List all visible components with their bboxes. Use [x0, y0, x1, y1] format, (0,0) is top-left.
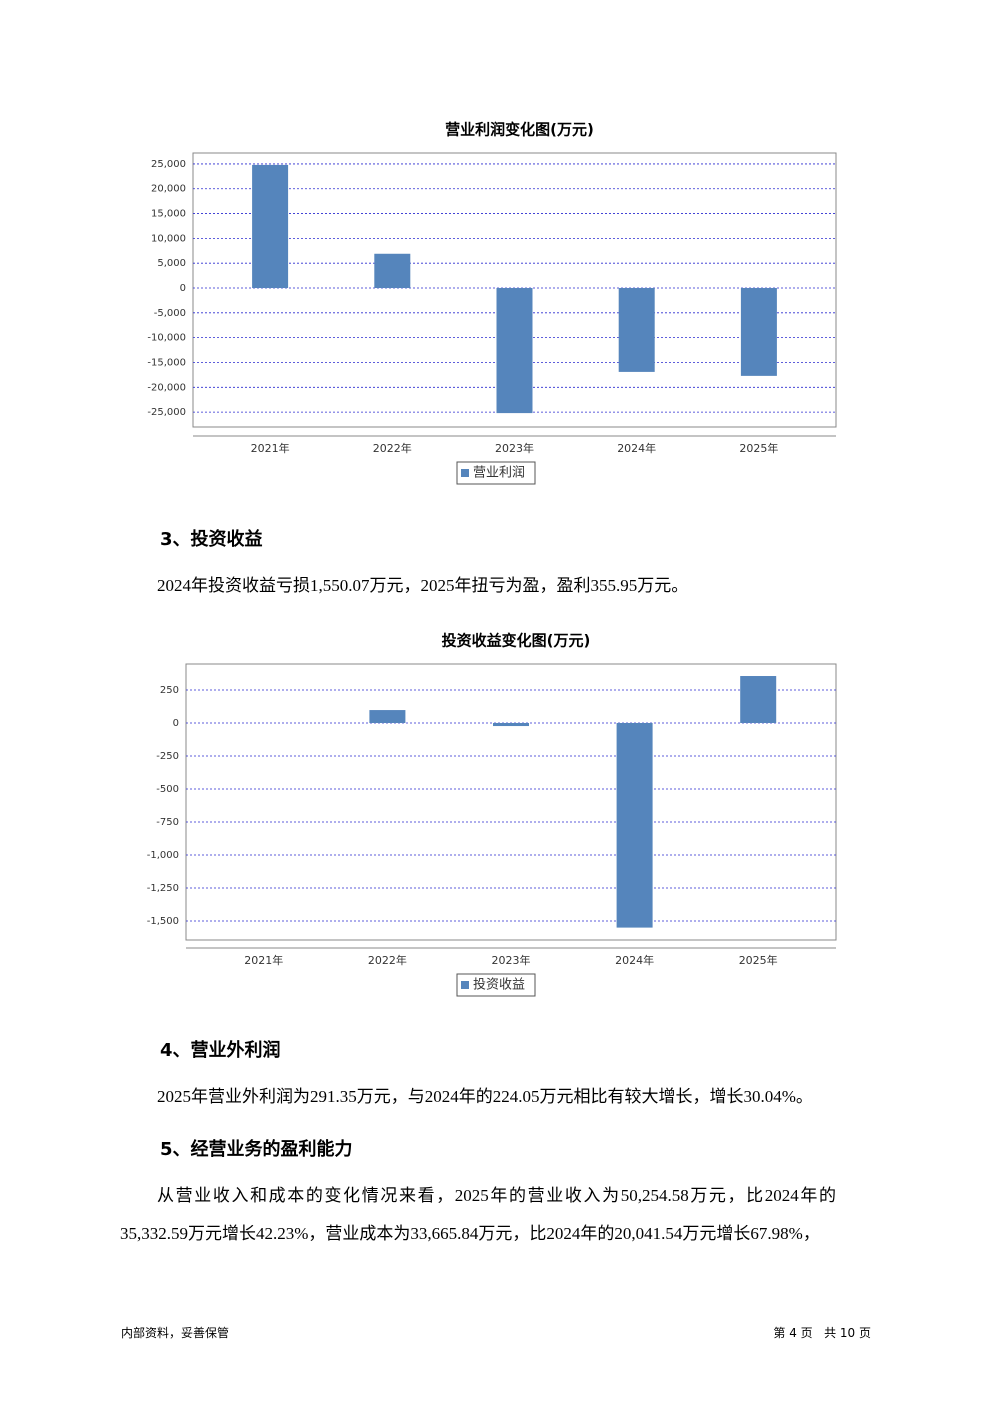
legend-swatch: [461, 469, 469, 477]
y-tick-label: -15,000: [147, 357, 186, 368]
x-tick-label: 2024年: [615, 953, 654, 967]
y-tick-label: 5,000: [157, 258, 186, 269]
x-tick-label: 2021年: [251, 441, 290, 455]
footer-right: 第 4 页 共 10 页: [773, 1326, 871, 1340]
bar: [496, 288, 533, 414]
y-tick-label: 250: [160, 685, 179, 696]
x-tick-label: 2025年: [739, 441, 778, 455]
bar: [740, 676, 777, 724]
y-tick-label: -500: [156, 784, 179, 795]
section-heading: 3、投资收益: [160, 529, 263, 550]
chart-title: 营业利润变化图(万元): [445, 121, 594, 139]
legend-box: [456, 461, 536, 485]
bar: [740, 288, 777, 376]
y-tick-label: -5,000: [154, 308, 186, 319]
bar: [252, 164, 289, 289]
legend-label: 投资收益: [473, 977, 525, 993]
legend-swatch: [461, 981, 469, 989]
paragraph: 从营业收入和成本的变化情况来看，2025年的营业收入为50,254.58万元，比…: [120, 1186, 836, 1243]
y-tick-label: -1,500: [147, 916, 179, 927]
bar: [616, 723, 653, 928]
x-tick-label: 2024年: [617, 441, 656, 455]
bar: [493, 723, 529, 727]
y-tick-label: -20,000: [147, 382, 186, 393]
section-heading: 5、经营业务的盈利能力: [160, 1139, 353, 1160]
legend-box: [456, 973, 536, 997]
y-tick-label: 0: [173, 718, 179, 729]
x-tick-label: 2021年: [244, 953, 283, 967]
plot-frame: [185, 663, 837, 941]
bar: [374, 253, 411, 289]
y-tick-label: 15,000: [151, 209, 186, 220]
y-tick-label: -1,250: [147, 883, 179, 894]
x-tick-label: 2025年: [739, 953, 778, 967]
x-tick-label: 2023年: [495, 441, 534, 455]
x-tick-label: 2022年: [368, 953, 407, 967]
x-tick-label: 2023年: [492, 953, 531, 967]
y-tick-label: 0: [180, 283, 186, 294]
chart-title: 投资收益变化图(万元): [442, 632, 591, 650]
y-tick-label: 25,000: [151, 159, 186, 170]
footer-left: 内部资料，妥善保管: [121, 1326, 230, 1340]
y-tick-label: -25,000: [147, 407, 186, 418]
paragraph: 2024年投资收益亏损1,550.07万元，2025年扭亏为盈，盈利355.95…: [157, 576, 689, 595]
section-heading: 4、营业外利润: [160, 1040, 281, 1061]
bar: [618, 288, 655, 372]
y-tick-label: -10,000: [147, 333, 186, 344]
y-tick-label: 10,000: [151, 233, 186, 244]
paragraph: 2025年营业外利润为291.35万元，与2024年的224.05万元相比有较大…: [157, 1087, 813, 1106]
y-tick-label: -1,000: [147, 850, 179, 861]
y-tick-label: -250: [156, 751, 179, 762]
x-tick-label: 2022年: [373, 441, 412, 455]
y-tick-label: 20,000: [151, 184, 186, 195]
legend-label: 营业利润: [473, 466, 525, 481]
y-tick-label: -750: [156, 817, 179, 828]
bar: [369, 710, 406, 724]
